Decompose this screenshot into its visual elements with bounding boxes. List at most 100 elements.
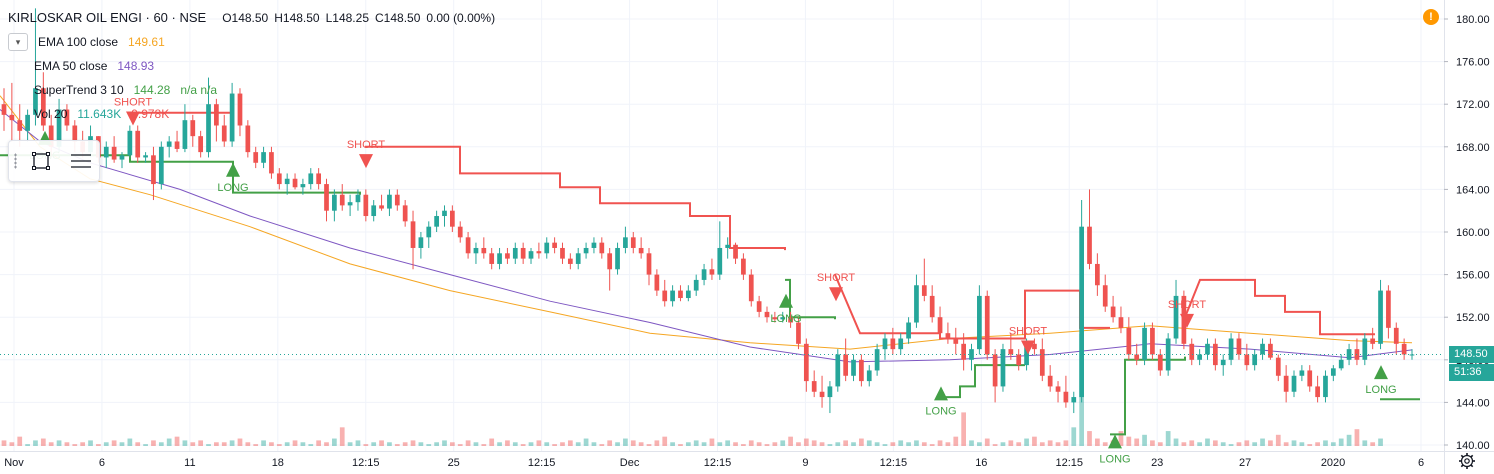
gear-icon[interactable] — [1458, 452, 1476, 470]
volume-bar — [945, 442, 951, 446]
candle-body — [1291, 375, 1297, 392]
candle-body — [780, 317, 786, 320]
volume-bar — [646, 444, 652, 446]
candlestick — [418, 232, 424, 259]
candlestick — [481, 237, 487, 259]
price-tick-label: 152.00 — [1456, 312, 1490, 324]
volume-bar — [992, 444, 998, 446]
candlestick — [528, 247, 534, 264]
candlestick — [1260, 338, 1265, 360]
volume-bar — [465, 440, 471, 446]
short-label: SHORT — [347, 139, 386, 151]
volume-bar — [835, 442, 841, 446]
candlestick — [1275, 354, 1281, 382]
volume-bar — [237, 438, 243, 446]
candle-body — [835, 354, 841, 387]
ohlc-change: 0.00 (0.00%) — [426, 11, 496, 25]
candlestick — [1118, 306, 1124, 334]
indicator-label: Vol 20 — [34, 107, 68, 121]
candlestick — [859, 354, 864, 387]
volume-bar — [560, 442, 565, 446]
candlestick — [992, 349, 998, 403]
candlestick — [599, 237, 605, 259]
candlestick — [269, 146, 274, 179]
candlestick — [1071, 391, 1077, 414]
candlestick — [1000, 343, 1006, 392]
symbol-header: KIRLOSKAR OIL ENGI · 60 · NSE O148.50 H1… — [8, 6, 495, 30]
volume-bar — [591, 442, 597, 446]
candle-body — [567, 258, 573, 264]
rectangle-select-icon[interactable] — [27, 147, 55, 175]
candle-body — [1189, 343, 1195, 360]
time-axis[interactable]: Nov 6 11 18 12:15 25 12:15 Dec 12:15 9 12:15 16 12:1… — [0, 451, 1494, 470]
time-tick-label: 25 — [448, 457, 460, 469]
candle-body — [583, 247, 589, 254]
volume-bar — [520, 444, 526, 446]
short-signal: SHORT — [817, 272, 855, 302]
ohlc-low: L148.25 — [325, 11, 369, 25]
indicator-ema100[interactable]: ▾ EMA 100 close 149.61 — [8, 30, 495, 54]
candle-body — [811, 381, 817, 392]
candle-body — [741, 258, 746, 275]
volume-bar — [379, 440, 384, 446]
candlestick — [1299, 365, 1305, 382]
time-tick-label: 2020 — [1321, 457, 1345, 469]
ohlc-high: H148.50 — [274, 11, 320, 25]
volume-bar — [158, 442, 164, 446]
volume-bar — [1212, 440, 1218, 446]
collapse-legend-button[interactable]: ▾ — [8, 33, 28, 51]
candle-body — [9, 114, 15, 121]
candle-body — [363, 194, 369, 217]
candle-body — [898, 338, 904, 350]
indicator-volume[interactable]: Vol 20 11.643K 9.978K — [8, 102, 495, 126]
candlestick — [670, 285, 675, 307]
volume-bar — [1378, 438, 1383, 446]
candlestick — [512, 242, 518, 264]
candlestick — [544, 237, 550, 259]
candlestick — [583, 242, 589, 259]
candlestick — [906, 317, 911, 344]
warning-icon[interactable]: ! — [1423, 9, 1439, 25]
volume-bar — [583, 438, 589, 446]
indicator-supertrend[interactable]: SuperTrend 3 10 144.28 n/a n/a — [8, 78, 495, 102]
candle-body — [693, 279, 699, 291]
candle-body — [544, 242, 550, 254]
candlestick — [1142, 322, 1147, 366]
candle-body — [56, 109, 62, 147]
candle-body — [1252, 354, 1258, 366]
drawing-toolbox[interactable] — [8, 140, 100, 182]
volume-bar — [638, 442, 644, 446]
volume-bar — [882, 444, 888, 446]
candlestick — [1252, 349, 1258, 371]
short-signal: SHORT — [1168, 299, 1206, 328]
candle-body — [630, 237, 636, 248]
candlestick — [449, 205, 455, 232]
candle-body — [748, 274, 754, 302]
volume-bar — [17, 436, 23, 446]
volume-bar — [418, 442, 424, 446]
volume-bar — [442, 440, 447, 446]
candle-body — [410, 221, 416, 248]
candle-body — [1386, 290, 1391, 328]
candlestick — [316, 168, 321, 190]
candlestick — [953, 327, 959, 355]
volume-bar — [1102, 442, 1108, 446]
volume-bar — [1283, 442, 1289, 446]
bar-countdown-tag: 51:36 — [1449, 364, 1494, 382]
indicator-ema50[interactable]: EMA 50 close 148.93 — [8, 54, 495, 78]
volume-bar — [269, 442, 274, 446]
drag-handle-icon[interactable] — [14, 153, 17, 169]
candlestick — [284, 173, 290, 195]
indicator-value: 11.643K — [77, 107, 122, 121]
volume-bar — [961, 412, 967, 446]
volume-bar — [670, 442, 675, 446]
candle-body — [1134, 354, 1140, 360]
volume-bar — [434, 442, 439, 446]
volume-bar — [481, 444, 487, 446]
candlestick — [1370, 327, 1376, 350]
candle-body — [670, 290, 675, 302]
menu-lines-icon[interactable] — [67, 147, 95, 175]
volume-bar — [937, 440, 943, 446]
time-tick-label: 12:15 — [704, 457, 732, 469]
